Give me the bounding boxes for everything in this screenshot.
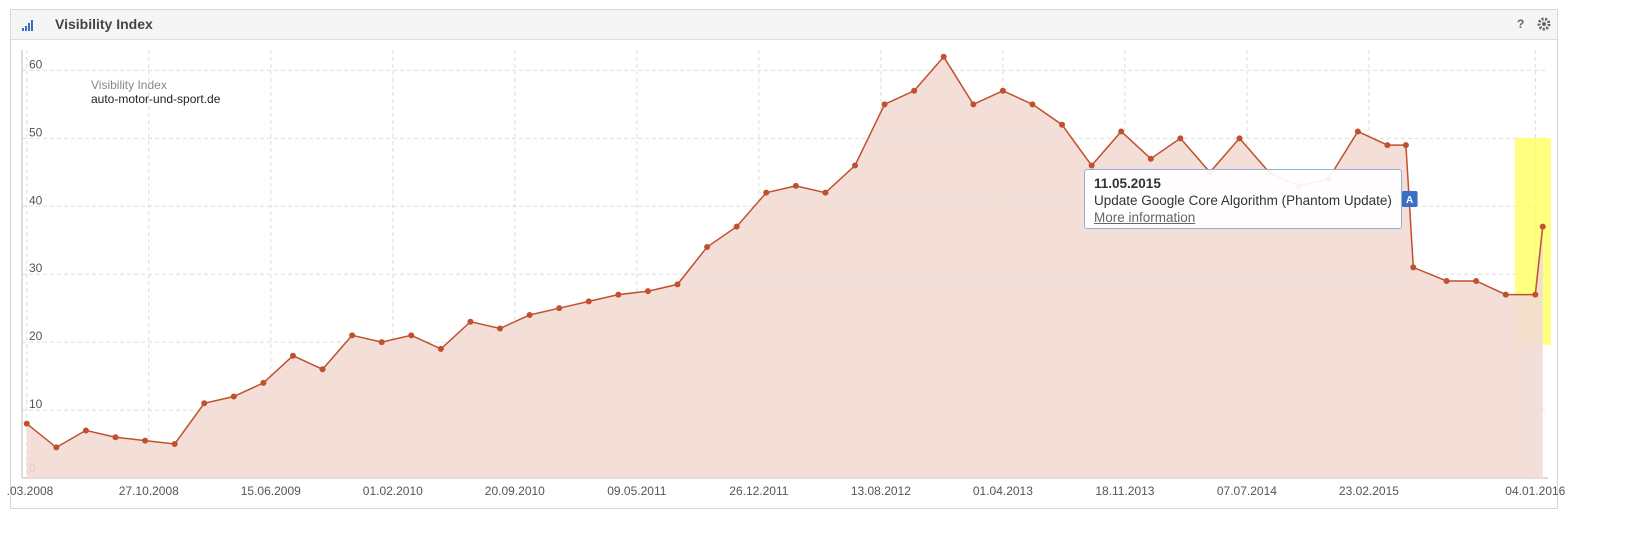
data-point <box>911 87 918 94</box>
data-point <box>467 318 474 325</box>
y-tick-label: 60 <box>29 57 43 71</box>
x-tick-label: 15.06.2009 <box>241 484 301 498</box>
annotation-link[interactable]: More information <box>1094 210 1196 225</box>
x-tick-label: 20.09.2010 <box>485 484 545 498</box>
data-point <box>1532 291 1539 298</box>
data-point <box>881 101 888 108</box>
data-point <box>260 379 267 386</box>
legend-domain: auto-motor-und-sport.de <box>91 92 221 106</box>
y-tick-label: 30 <box>29 261 43 275</box>
data-point <box>822 189 829 196</box>
data-point <box>1443 277 1450 284</box>
data-point <box>1029 101 1036 108</box>
x-tick-label: 18.11.2013 <box>1095 484 1154 498</box>
data-point <box>112 434 119 441</box>
annotation-marker-label: A <box>1406 195 1413 206</box>
data-point <box>289 352 296 359</box>
data-point <box>644 288 651 295</box>
data-point <box>526 311 533 318</box>
data-point <box>733 223 740 230</box>
data-point <box>408 332 415 339</box>
data-point <box>171 441 178 448</box>
x-tick-label: 23.02.2015 <box>1339 484 1399 498</box>
data-point <box>23 420 30 427</box>
data-point <box>319 366 326 373</box>
data-point <box>82 427 89 434</box>
x-tick-label: 01.04.2013 <box>973 484 1033 498</box>
y-tick-label: 20 <box>29 329 43 343</box>
annotation-tooltip: 11.05.2015 Update Google Core Algorithm … <box>1084 169 1402 229</box>
panel-title: Visibility Index <box>55 16 153 32</box>
x-tick-label: .03.2008 <box>7 484 54 498</box>
svg-text:?: ? <box>1517 17 1524 31</box>
data-point <box>999 87 1006 94</box>
data-point <box>201 400 208 407</box>
panel-header: Visibility Index ? <box>11 10 1557 40</box>
x-tick-label: 04.01.2016 <box>1505 484 1565 498</box>
y-tick-label: 50 <box>29 125 43 139</box>
x-tick-label: 27.10.2008 <box>119 484 179 498</box>
data-point <box>674 281 681 288</box>
x-tick-label: 01.02.2010 <box>363 484 423 498</box>
data-point <box>1402 142 1409 149</box>
data-point <box>1147 155 1154 162</box>
data-point <box>349 332 356 339</box>
data-point <box>1354 128 1361 135</box>
panel: Visibility Index ? <box>10 9 1558 509</box>
data-point <box>1473 277 1480 284</box>
data-point <box>1088 162 1095 169</box>
x-tick-label: 07.07.2014 <box>1217 484 1277 498</box>
data-point <box>1410 264 1417 271</box>
data-point <box>497 325 504 332</box>
annotation-text: Update Google Core Algorithm (Phantom Up… <box>1094 193 1392 208</box>
data-point <box>53 444 60 451</box>
data-point <box>378 339 385 346</box>
data-point <box>1236 135 1243 142</box>
data-point <box>556 305 563 312</box>
data-point <box>792 182 799 189</box>
data-point <box>763 189 770 196</box>
data-point <box>970 101 977 108</box>
data-point <box>1177 135 1184 142</box>
data-point <box>1118 128 1125 135</box>
data-point <box>1059 121 1066 128</box>
y-tick-label: 10 <box>29 397 43 411</box>
help-icon[interactable]: ? <box>1515 17 1527 31</box>
x-tick-label: 26.12.2011 <box>729 484 788 498</box>
y-tick-label: 40 <box>29 193 43 207</box>
data-point <box>230 393 237 400</box>
data-point <box>940 53 947 60</box>
data-point <box>142 437 149 444</box>
data-point <box>1502 291 1509 298</box>
x-tick-label: 09.05.2011 <box>607 484 666 498</box>
chart-icon <box>22 20 33 31</box>
data-point <box>615 291 622 298</box>
settings-icon[interactable] <box>1537 17 1551 31</box>
annotation-marker <box>1401 191 1418 207</box>
data-point <box>1384 142 1391 149</box>
data-point <box>704 244 711 251</box>
area <box>26 56 1543 479</box>
data-point <box>1539 223 1546 230</box>
data-point <box>851 162 858 169</box>
data-point <box>437 345 444 352</box>
annotation-date: 11.05.2015 <box>1094 176 1161 191</box>
legend-title: Visibility Index <box>91 78 167 92</box>
data-point <box>585 298 592 305</box>
x-tick-label: 13.08.2012 <box>851 484 911 498</box>
